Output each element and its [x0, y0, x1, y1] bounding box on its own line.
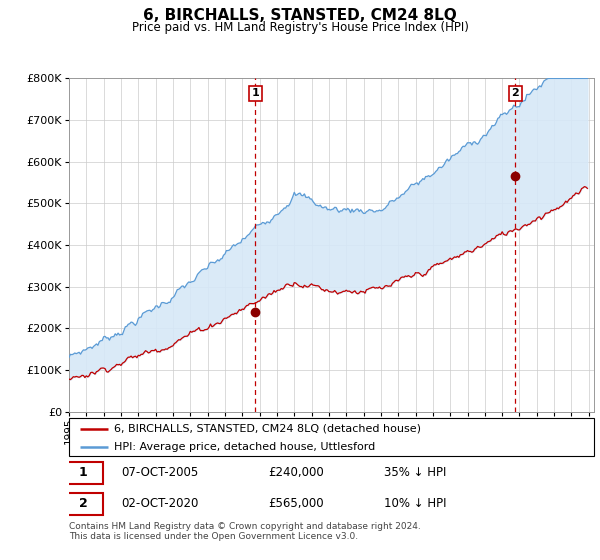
Text: 1: 1: [79, 466, 88, 479]
FancyBboxPatch shape: [69, 418, 594, 456]
Text: £240,000: £240,000: [269, 466, 324, 479]
Text: 07-OCT-2005: 07-OCT-2005: [121, 466, 199, 479]
Text: Contains HM Land Registry data © Crown copyright and database right 2024.
This d: Contains HM Land Registry data © Crown c…: [69, 522, 421, 542]
Text: 02-OCT-2020: 02-OCT-2020: [121, 497, 199, 510]
Text: 1: 1: [251, 88, 259, 99]
Text: 2: 2: [511, 88, 519, 99]
FancyBboxPatch shape: [64, 461, 103, 484]
Text: HPI: Average price, detached house, Uttlesford: HPI: Average price, detached house, Uttl…: [113, 442, 375, 452]
Text: 35% ↓ HPI: 35% ↓ HPI: [384, 466, 446, 479]
Text: £565,000: £565,000: [269, 497, 324, 510]
Text: 6, BIRCHALLS, STANSTED, CM24 8LQ (detached house): 6, BIRCHALLS, STANSTED, CM24 8LQ (detach…: [113, 423, 421, 433]
Text: Price paid vs. HM Land Registry's House Price Index (HPI): Price paid vs. HM Land Registry's House …: [131, 21, 469, 34]
Text: 10% ↓ HPI: 10% ↓ HPI: [384, 497, 446, 510]
FancyBboxPatch shape: [64, 493, 103, 515]
Text: 6, BIRCHALLS, STANSTED, CM24 8LQ: 6, BIRCHALLS, STANSTED, CM24 8LQ: [143, 8, 457, 24]
Text: 2: 2: [79, 497, 88, 510]
